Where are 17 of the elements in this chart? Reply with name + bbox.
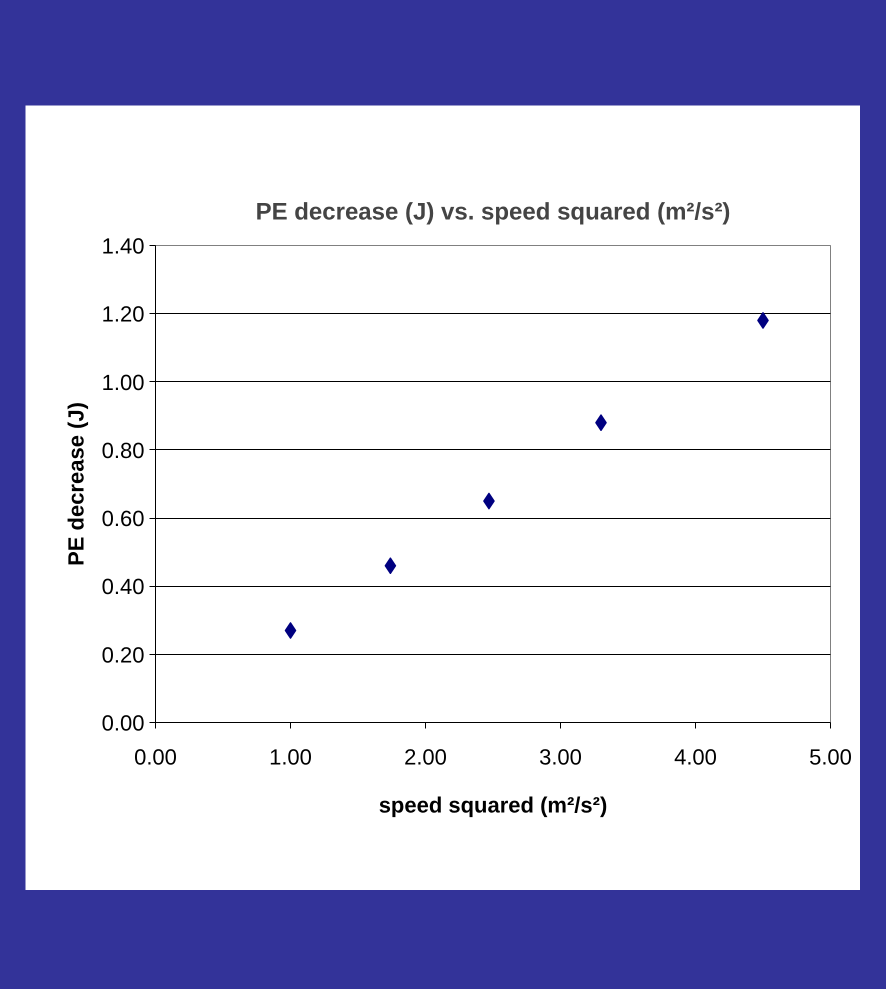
x-axis-title: speed squared (m²/s²) — [378, 792, 608, 818]
y-axis-title: PE decrease (J) — [64, 402, 89, 566]
y-tick-label: 1.40 — [102, 234, 145, 258]
x-tick-label: 1.00 — [269, 744, 312, 770]
y-tick-label: 1.00 — [102, 370, 145, 395]
x-tick-label: 0.00 — [134, 744, 177, 770]
y-tick-label: 0.80 — [102, 438, 145, 463]
chart-title: PE decrease (J) vs. speed squared (m²/s²) — [256, 198, 730, 226]
y-tick-label: 1.20 — [102, 302, 145, 327]
x-tick-label: 5.00 — [809, 744, 852, 770]
y-tick-label: 0.00 — [102, 710, 145, 736]
y-tick-label: 0.40 — [102, 574, 145, 600]
x-tick-label: 2.00 — [404, 744, 447, 770]
y-tick-label: 0.20 — [102, 642, 145, 668]
y-tick-label: 0.60 — [102, 506, 145, 532]
x-tick-label: 3.00 — [539, 744, 582, 770]
x-tick-label: 4.00 — [674, 744, 717, 770]
